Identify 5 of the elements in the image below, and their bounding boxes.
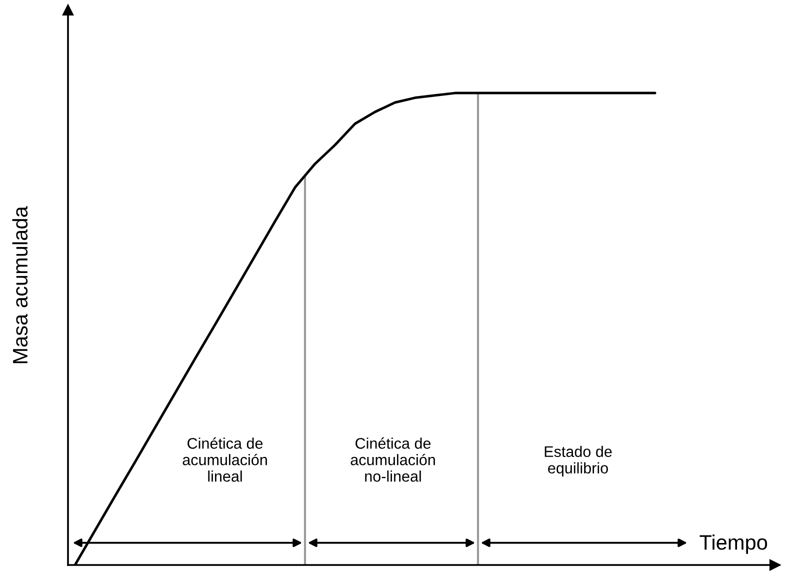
annotation: Cinética de acumulación no-lineal <box>350 437 435 482</box>
y-axis-title: Masa acumulada <box>12 206 28 364</box>
annotation: Estado de equilibrio <box>544 446 612 477</box>
x-axis-title: Tiempo <box>700 534 768 554</box>
annotation: Cinética de acumulación lineal <box>182 437 267 482</box>
